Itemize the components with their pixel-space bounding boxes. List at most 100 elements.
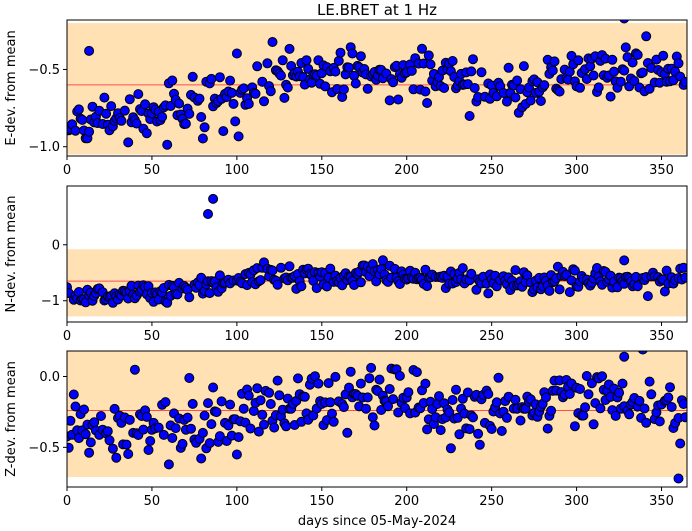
panel-east: 0 50 100 150 200 250 300 350 −1.0 −0.5 E-dev. from… [4, 19, 688, 178]
data-point [119, 105, 130, 116]
data-point [243, 390, 254, 401]
data-point [342, 427, 353, 438]
data-point [338, 84, 349, 95]
data-point [344, 62, 354, 73]
data-point [403, 387, 414, 398]
data-point [323, 378, 334, 389]
data-point [206, 73, 217, 84]
data-point [388, 77, 399, 88]
data-point [233, 131, 244, 142]
data-point [269, 422, 280, 433]
data-point [141, 411, 152, 422]
data-point [627, 57, 638, 68]
data-point [77, 114, 88, 125]
data-point [639, 403, 650, 414]
data-point [512, 75, 523, 86]
data-point [393, 407, 404, 418]
data-point [67, 442, 74, 453]
data-point [619, 255, 630, 266]
data-point [605, 91, 616, 102]
data-point [330, 371, 341, 382]
data-point [187, 71, 198, 82]
data-point [211, 407, 222, 418]
data-point [197, 427, 208, 438]
data-point [578, 410, 589, 421]
data-point [654, 416, 665, 427]
data-point [350, 78, 361, 89]
data-point [255, 395, 266, 406]
data-point [355, 51, 366, 62]
data-point [104, 435, 115, 446]
data-point [96, 411, 106, 421]
data-point [468, 412, 478, 423]
axes-frame-north [66, 185, 688, 323]
data-point [84, 45, 95, 56]
data-point [394, 370, 405, 381]
x-axis-title: days since 05-May-2024 [298, 514, 456, 529]
data-point [255, 275, 266, 286]
data-point [248, 406, 259, 416]
data-point [284, 261, 295, 272]
data-point [265, 86, 276, 97]
data-point [199, 122, 210, 133]
data-point [420, 264, 431, 275]
data-point [301, 55, 312, 66]
data-point [330, 66, 341, 77]
data-point [501, 412, 512, 423]
data-point [422, 424, 433, 435]
data-point [638, 351, 648, 355]
data-point [225, 75, 236, 86]
x-tick-label: 300 [564, 329, 589, 344]
data-point [262, 58, 273, 69]
data-point [539, 80, 550, 91]
data-point [345, 366, 356, 377]
data-point [328, 416, 339, 427]
data-point [84, 126, 95, 137]
data-point [274, 390, 285, 401]
data-point [515, 415, 526, 426]
data-point [680, 412, 687, 423]
data-point [109, 403, 120, 414]
x-tick-label: 50 [144, 329, 161, 344]
data-point [541, 392, 551, 403]
data-point [583, 389, 594, 400]
data-point [383, 401, 393, 412]
data-point [483, 389, 494, 399]
data-point [259, 419, 269, 430]
data-point [140, 99, 151, 110]
data-point [123, 449, 134, 459]
data-point [619, 351, 630, 362]
x-tick-label: 50 [144, 163, 161, 178]
data-point [252, 383, 263, 394]
data-point [422, 98, 433, 108]
data-point [231, 48, 242, 59]
data-point [474, 439, 485, 450]
data-point [445, 443, 456, 454]
data-point [384, 95, 395, 106]
data-point [469, 83, 480, 93]
data-point [233, 432, 244, 443]
data-point [167, 75, 178, 86]
data-point [206, 419, 217, 430]
data-point [245, 423, 256, 434]
data-point [546, 405, 557, 416]
data-point [632, 281, 643, 292]
data-point [231, 449, 242, 460]
data-point [214, 431, 225, 442]
data-point [67, 415, 76, 426]
data-point [554, 86, 565, 97]
data-point [129, 364, 140, 375]
data-point [70, 125, 81, 136]
data-point [569, 421, 580, 432]
data-point [367, 412, 378, 423]
x-tick-label: 200 [394, 163, 419, 178]
data-point [281, 421, 292, 432]
data-point [158, 429, 169, 440]
y-axis-title-vertical: Z-dev. from mean [4, 361, 19, 477]
data-point [374, 374, 385, 385]
data-point [615, 76, 626, 87]
axes-frame-vertical [66, 350, 688, 488]
data-point [417, 43, 427, 54]
data-point [276, 70, 286, 81]
y-tick-label: 0 [52, 238, 60, 253]
